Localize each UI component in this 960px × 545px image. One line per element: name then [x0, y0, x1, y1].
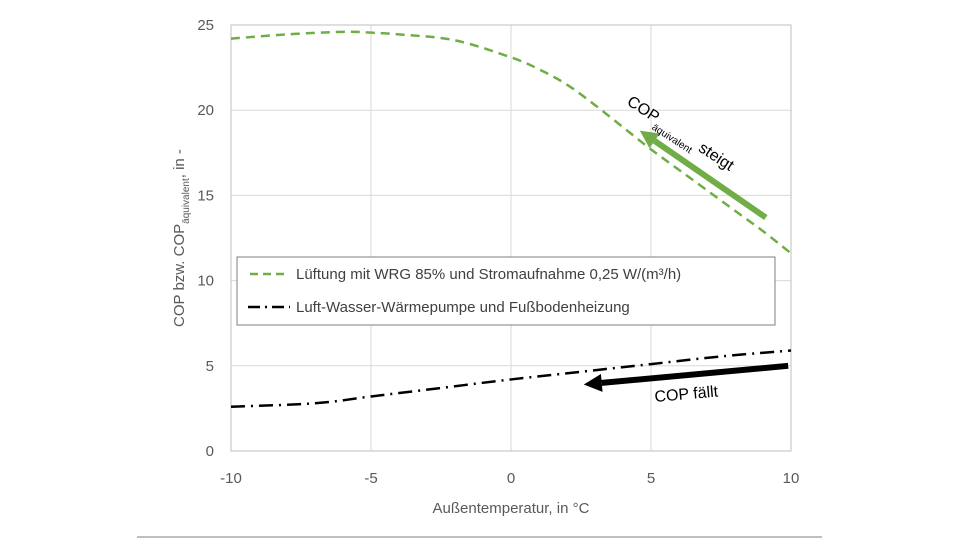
annotation-cop-faellt: COP fällt — [654, 383, 720, 406]
y-tick-label: 10 — [197, 273, 214, 290]
legend: Lüftung mit WRG 85% und Stromaufnahme 0,… — [236, 256, 776, 326]
x-axis-label: Außentemperatur, in °C — [433, 500, 590, 517]
annotation-arrow-shaft — [601, 362, 789, 386]
series-line-ventilation — [230, 30, 792, 255]
x-tick-label: 5 — [647, 470, 655, 487]
x-tick-label: 0 — [507, 470, 515, 487]
annotation-arrows — [583, 130, 789, 392]
annotation-arrow-shaft — [652, 138, 768, 221]
y-tick-label: 5 — [206, 358, 214, 375]
annotation-arrow-head — [639, 130, 660, 149]
annotation-arrow-head — [583, 373, 603, 392]
y-tick-label: 20 — [197, 102, 214, 119]
x-tick-label: -10 — [220, 470, 242, 487]
x-tick-labels: -10 -5 0 5 10 — [220, 470, 799, 487]
y-tick-labels: 0 5 10 15 20 25 — [197, 17, 214, 460]
y-tick-label: 25 — [197, 17, 214, 34]
plot-area-border — [230, 24, 792, 452]
annotation-cop-steigt: COPäquivalentsteigt — [621, 93, 738, 180]
x-tick-label: -5 — [364, 470, 377, 487]
series-line-heatpump — [230, 349, 792, 408]
y-axis-label: COP bzw. COPäquivalent, in - — [171, 149, 192, 327]
legend-label-ventilation: Lüftung mit WRG 85% und Stromaufnahme 0,… — [296, 266, 681, 283]
y-tick-label: 0 — [206, 443, 214, 460]
legend-label-heatpump: Luft-Wasser-Wärmepumpe und Fußbodenheizu… — [296, 299, 630, 316]
y-tick-label: 15 — [197, 187, 214, 204]
x-tick-label: 10 — [783, 470, 800, 487]
series-lines — [230, 30, 792, 408]
